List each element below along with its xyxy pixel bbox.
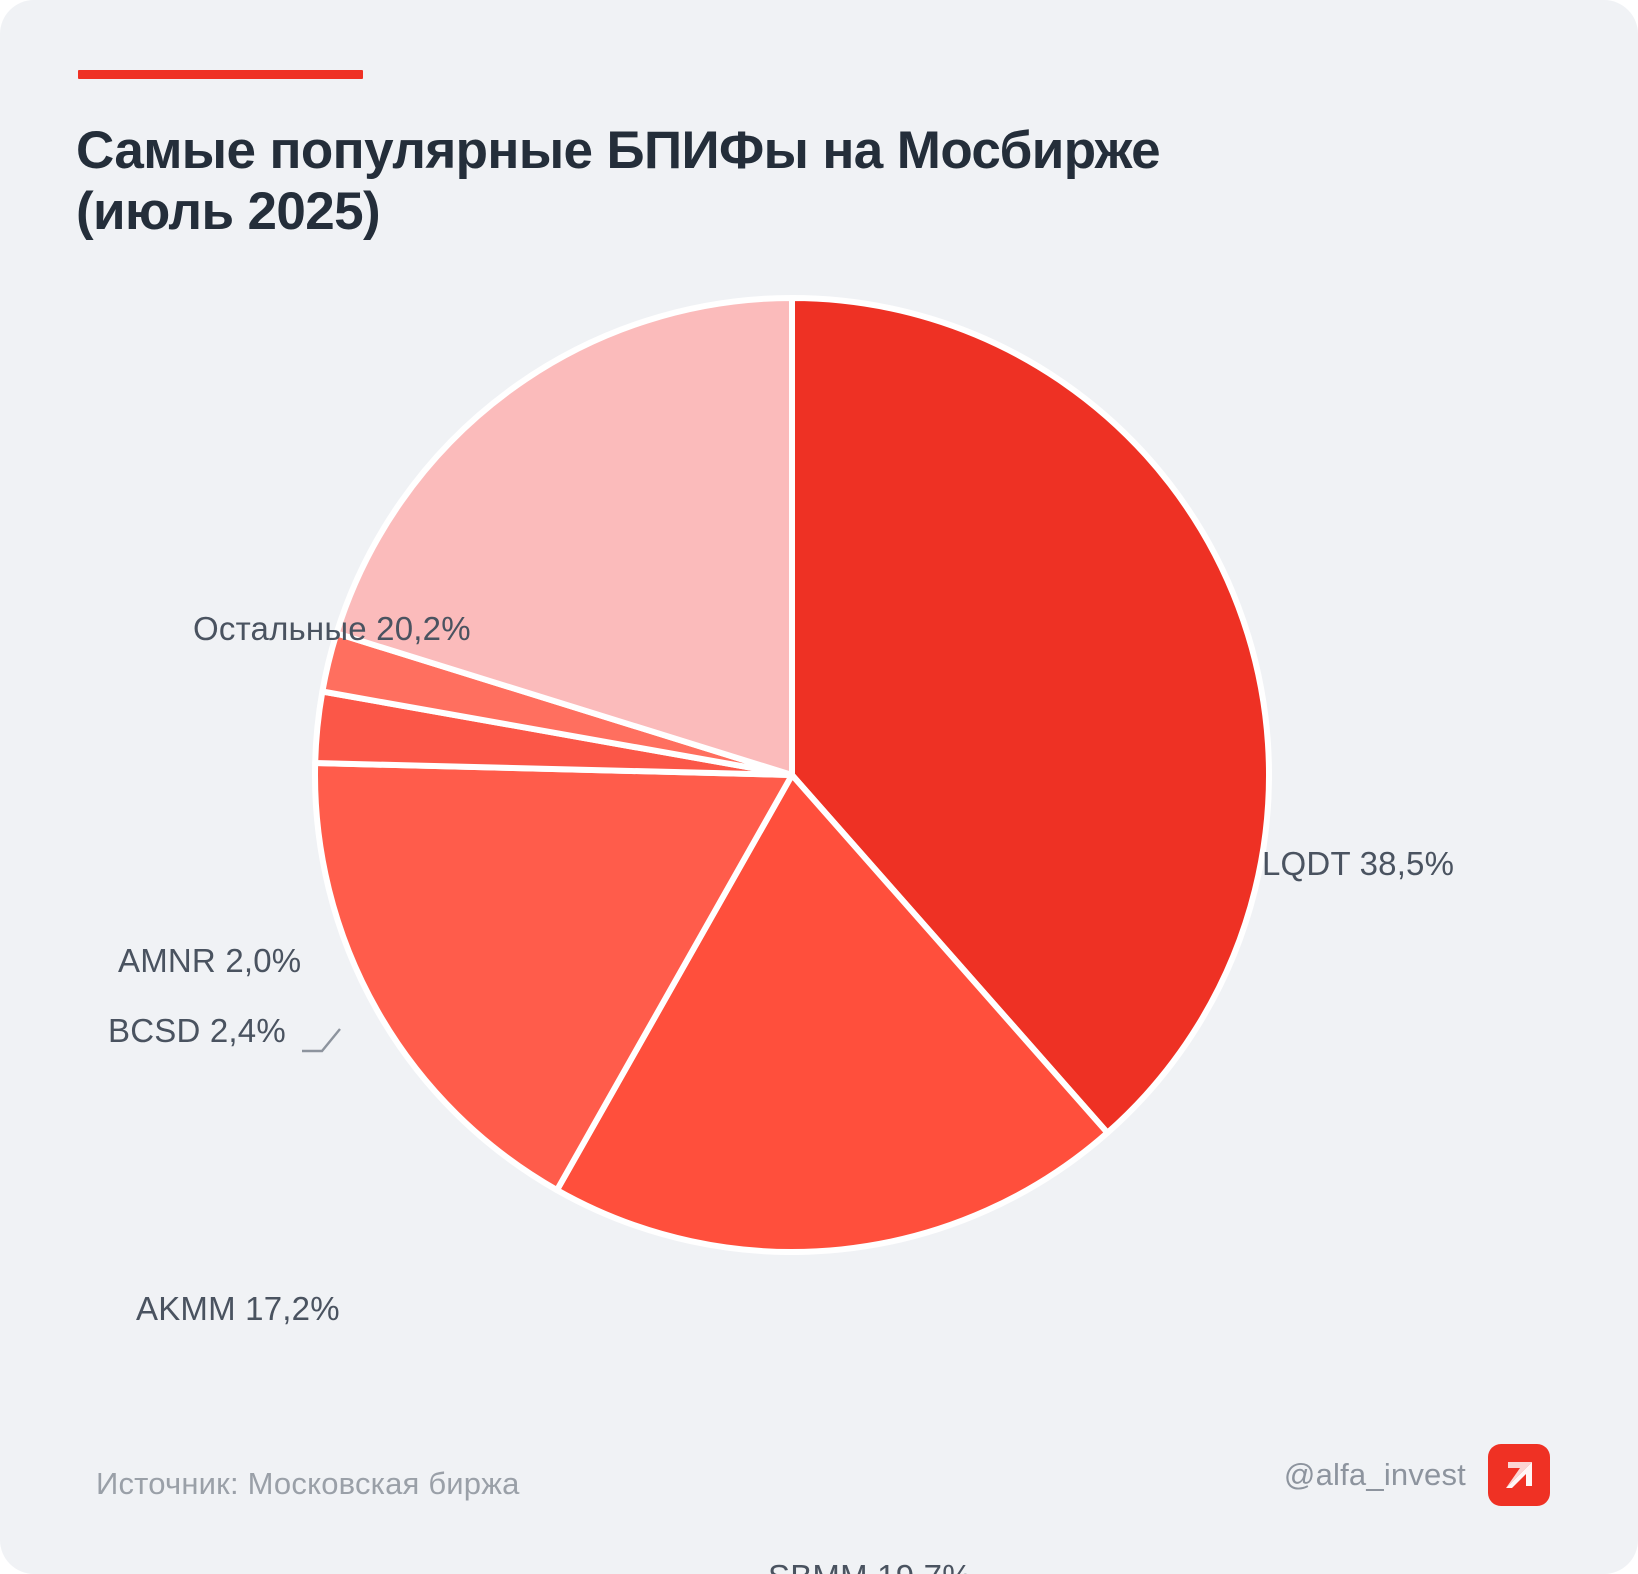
slice-label-sbmm: SBMM 19,7%	[768, 1558, 972, 1574]
pie-svg	[312, 295, 1272, 1255]
accent-rule	[78, 70, 363, 79]
slice-label-bcsd: BCSD 2,4%	[108, 1012, 286, 1049]
slice-label-akmm: AKMM 17,2%	[136, 1290, 340, 1327]
pie-slice-sbmm	[553, 772, 1111, 1255]
page-title: Самые популярные БПИФы на Мосбирже (июль…	[76, 121, 1161, 242]
social-handle: @alfa_invest	[1283, 1457, 1466, 1492]
slice-label-lqdt: LQDT 38,5%	[1262, 845, 1455, 882]
slice-label-amnr: AMNR 2,0%	[118, 942, 302, 979]
footer: Источник: Московская биржа @alfa_invest	[0, 1394, 1638, 1574]
slice-label-others: Остальные 20,2%	[193, 610, 471, 647]
pie-chart: LQDT 38,5% Остальные 20,2% AMNR 2,0% BCS…	[0, 270, 1638, 1574]
pie-graphic	[312, 295, 1272, 1255]
source-label: Источник: Московская биржа	[96, 1466, 520, 1501]
pie-slice-остальные	[333, 295, 795, 778]
alfa-arrow-icon	[1488, 1444, 1550, 1506]
pie-slice-lqdt	[789, 295, 1272, 1136]
bcsd-leader-line	[302, 1028, 341, 1053]
pie-slice-akmm	[312, 760, 795, 1194]
brand-block: @alfa_invest	[1284, 1444, 1550, 1506]
